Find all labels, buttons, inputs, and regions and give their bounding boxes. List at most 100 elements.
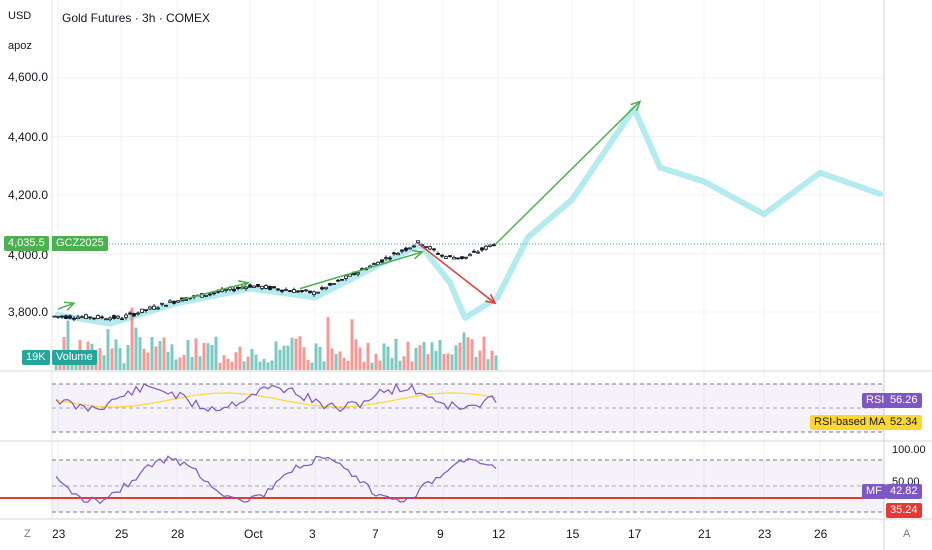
- volume-bar: [250, 348, 254, 370]
- volume-bar: [198, 356, 202, 370]
- candle-body: [464, 256, 468, 259]
- volume-bar: [374, 353, 378, 370]
- volume-bar: [494, 355, 498, 370]
- volume-bar: [338, 351, 342, 370]
- candle-body: [316, 291, 320, 294]
- arrow-head: [238, 280, 250, 290]
- candle-body: [156, 307, 160, 310]
- author-label[interactable]: apoz: [8, 40, 32, 52]
- time-label: 21: [698, 527, 712, 541]
- candle-body: [144, 309, 148, 312]
- price-tick-4000: 4,000.0: [8, 248, 49, 262]
- volume-bar: [234, 352, 238, 370]
- volume-bar: [474, 356, 478, 370]
- symbol-tag[interactable]: GCZ2025: [52, 236, 108, 251]
- candle-body: [356, 272, 360, 275]
- volume-bar: [330, 348, 334, 370]
- rsi-line: [55, 382, 497, 413]
- candle-body: [60, 315, 64, 318]
- candle-body: [68, 315, 72, 319]
- candle-body: [252, 285, 256, 288]
- candle-body: [272, 286, 276, 289]
- volume-bar: [386, 346, 390, 370]
- trend-arrow: [417, 242, 496, 304]
- volume-bar: [310, 362, 314, 370]
- candle-body: [212, 292, 216, 295]
- volume-bar: [450, 354, 454, 370]
- price-tick-4600: 4,600.0: [8, 70, 49, 84]
- rsi-ma-line: [55, 392, 497, 408]
- time-label: 17: [628, 527, 642, 541]
- candle-body: [280, 289, 284, 292]
- candle-body: [292, 289, 296, 293]
- price-tick-4200: 4,200.0: [8, 188, 49, 202]
- volume-bar: [274, 341, 278, 370]
- volume-bar: [350, 319, 354, 370]
- candle-body: [148, 306, 152, 310]
- candle-body: [164, 304, 168, 307]
- candle-body: [404, 247, 408, 251]
- volume-label-tag[interactable]: Volume: [52, 350, 97, 365]
- candle-body: [100, 316, 104, 319]
- candle-body: [84, 314, 88, 319]
- candle-body: [304, 289, 308, 292]
- candle-body: [208, 293, 212, 296]
- candle-body: [412, 245, 416, 248]
- candle-body: [468, 254, 472, 257]
- chart-title[interactable]: Gold Futures · 3h · COMEX: [62, 11, 211, 25]
- candle-body: [456, 257, 460, 260]
- candle-body: [448, 255, 452, 257]
- volume-bar: [390, 358, 394, 370]
- time-label: 15: [566, 527, 580, 541]
- volume-bar: [158, 341, 162, 370]
- volume-bar: [342, 357, 346, 370]
- current-price-tag: 4,035.5: [4, 236, 49, 251]
- volume-bar: [282, 345, 286, 370]
- volume-bar: [366, 342, 370, 370]
- time-label: 23: [52, 527, 66, 541]
- price-tick-3800: 3,800.0: [8, 305, 49, 319]
- volume-bar: [242, 361, 246, 370]
- candle-body: [120, 318, 124, 321]
- currency-button[interactable]: USD: [8, 10, 32, 22]
- volume-bar: [434, 350, 438, 370]
- volume-bar: [482, 336, 486, 370]
- trend-arrows[interactable]: [57, 100, 642, 311]
- candle-body: [92, 317, 96, 320]
- rsi-ma-label-tag[interactable]: RSI-based MA: [810, 415, 890, 430]
- candle-body: [268, 285, 272, 290]
- volume-bar: [66, 320, 70, 370]
- candle-body: [276, 288, 280, 291]
- candle-body: [440, 254, 444, 257]
- volume-bar: [402, 356, 406, 370]
- candle-body: [476, 251, 480, 254]
- volume-bar: [382, 343, 386, 370]
- volume-bar: [278, 349, 282, 370]
- volume-bar: [422, 341, 426, 370]
- candle-body: [444, 256, 448, 259]
- candle-body: [328, 283, 332, 286]
- auto-scale-button[interactable]: A: [903, 528, 911, 540]
- mfi-label-tag[interactable]: MF: [862, 484, 886, 499]
- volume-bar: [226, 358, 230, 370]
- candle-body: [160, 302, 164, 305]
- time-label: 25: [115, 527, 129, 541]
- zoom-icon[interactable]: Z: [24, 528, 31, 540]
- candle-body: [488, 244, 492, 247]
- volume-bar: [378, 360, 382, 370]
- candle-body: [112, 315, 116, 319]
- mfi-line: [55, 455, 497, 505]
- candle-body: [140, 308, 144, 313]
- volume-bar: [398, 360, 402, 370]
- volume-bar: [186, 340, 190, 370]
- volume-bar: [258, 361, 262, 370]
- volume-bar: [170, 344, 174, 370]
- candle-body: [312, 291, 316, 295]
- rsi-label-tag[interactable]: RSI: [862, 393, 889, 408]
- candle-body: [336, 279, 340, 282]
- candle-body: [384, 257, 388, 260]
- volume-bar: [182, 354, 186, 370]
- horizontal-gridlines: [52, 77, 884, 313]
- volume-bar: [178, 357, 182, 370]
